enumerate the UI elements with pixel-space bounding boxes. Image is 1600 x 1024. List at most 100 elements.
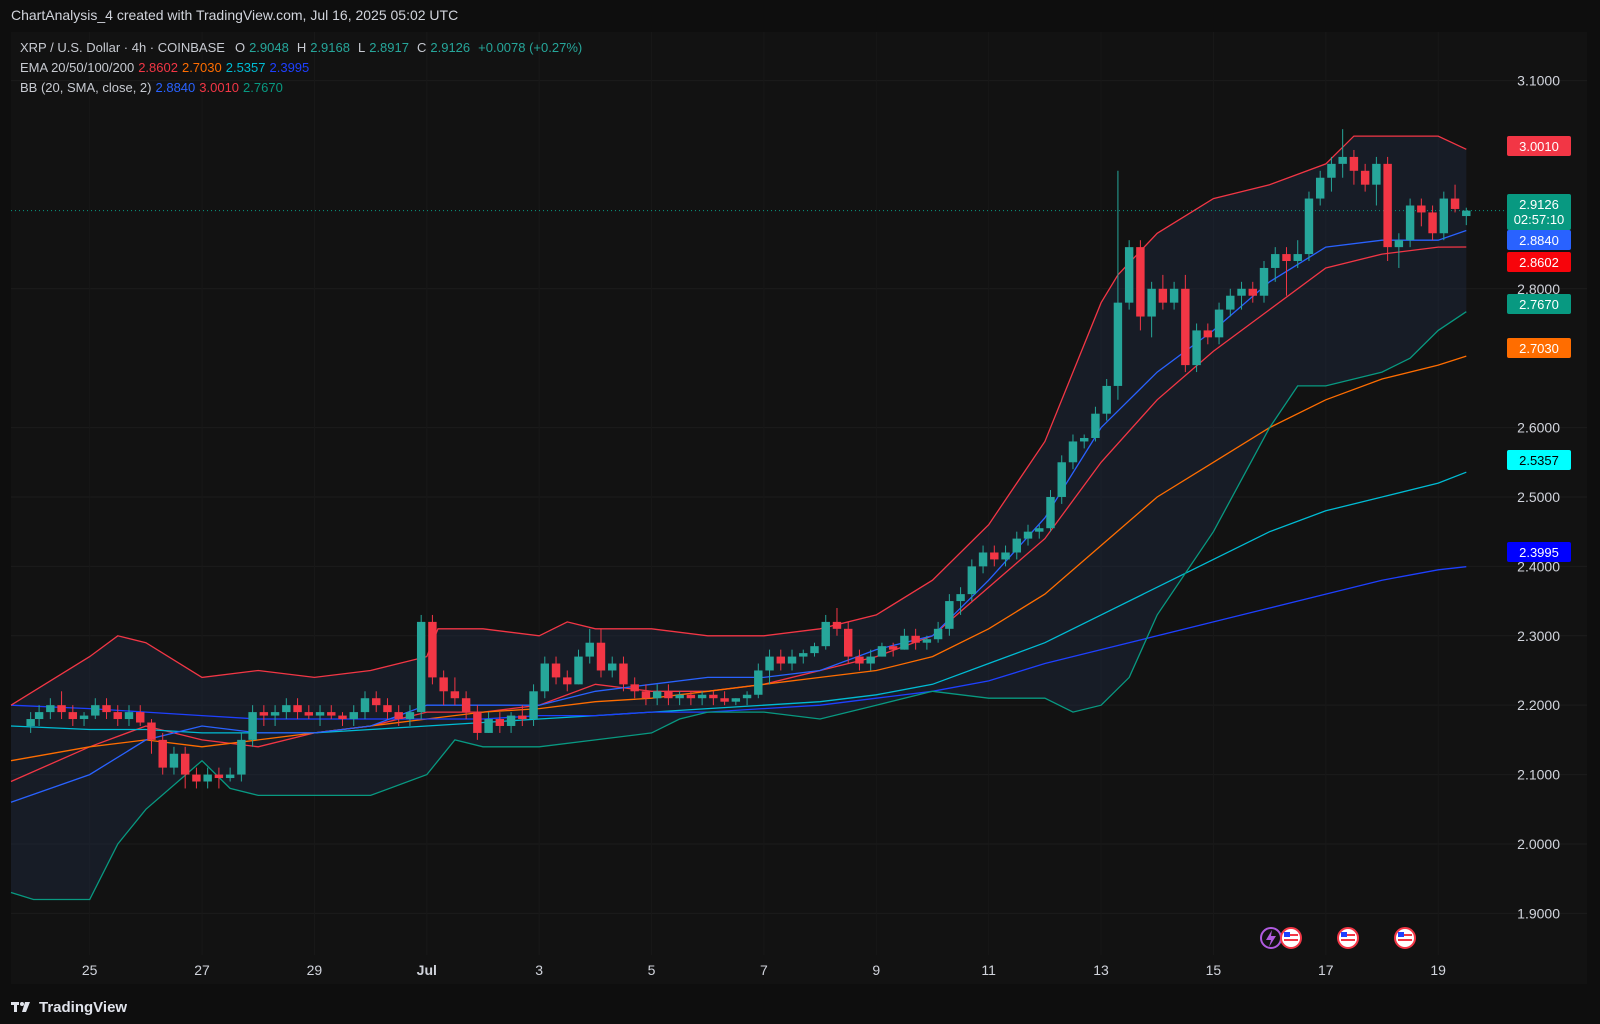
candle[interactable] <box>832 608 842 636</box>
candle[interactable] <box>754 663 763 699</box>
candle[interactable] <box>1169 281 1179 310</box>
candle[interactable] <box>506 712 516 733</box>
candle[interactable] <box>990 545 999 567</box>
candle[interactable] <box>1304 191 1314 262</box>
candle[interactable] <box>1147 281 1156 338</box>
candle[interactable] <box>720 691 729 706</box>
candle[interactable] <box>203 767 212 789</box>
candle[interactable] <box>270 705 280 726</box>
candle[interactable] <box>1394 233 1404 268</box>
candle[interactable] <box>765 649 774 685</box>
candle[interactable] <box>1136 240 1145 331</box>
candle[interactable] <box>776 649 785 671</box>
candle[interactable] <box>1417 198 1426 227</box>
candle[interactable] <box>34 705 44 726</box>
series-bb-lower[interactable] <box>10 311 1467 901</box>
candle[interactable] <box>664 684 673 706</box>
candle[interactable] <box>192 767 201 789</box>
candle[interactable] <box>1001 545 1010 567</box>
candle[interactable] <box>1035 524 1044 539</box>
candle[interactable] <box>169 746 179 775</box>
candle[interactable] <box>866 649 875 671</box>
candle[interactable] <box>1372 156 1381 206</box>
candle[interactable] <box>1237 281 1246 310</box>
candle[interactable] <box>821 614 830 650</box>
candle[interactable] <box>237 732 246 782</box>
candle[interactable] <box>978 545 988 574</box>
candle[interactable] <box>1203 323 1213 345</box>
candle[interactable] <box>945 594 954 636</box>
candle[interactable] <box>1360 163 1370 192</box>
candle[interactable] <box>124 705 134 726</box>
candle[interactable] <box>304 705 314 720</box>
candle[interactable] <box>147 719 156 754</box>
candle[interactable] <box>540 656 550 699</box>
candle[interactable] <box>742 691 752 706</box>
candle[interactable] <box>731 698 741 706</box>
candle[interactable] <box>214 767 224 789</box>
candle[interactable] <box>641 684 651 706</box>
legend-symbol[interactable]: XRP / U.S. Dollar · 4h · COINBASE <box>20 40 225 55</box>
candle[interactable] <box>933 621 943 643</box>
candle[interactable] <box>855 649 864 671</box>
candle[interactable] <box>1271 247 1280 282</box>
candle[interactable] <box>574 649 583 685</box>
candle[interactable] <box>900 628 909 650</box>
legend-bb-label[interactable]: BB (20, SMA, close, 2) <box>20 80 152 95</box>
candle[interactable] <box>922 635 932 650</box>
candle[interactable] <box>697 691 707 706</box>
candle[interactable] <box>877 642 887 657</box>
candle[interactable] <box>405 705 415 726</box>
candle[interactable] <box>911 628 920 650</box>
candle[interactable] <box>1192 323 1201 373</box>
candle[interactable] <box>518 705 527 726</box>
candle[interactable] <box>1338 129 1347 178</box>
candle[interactable] <box>1012 531 1021 560</box>
candle[interactable] <box>1113 170 1123 400</box>
series-bb-basis[interactable] <box>10 229 1467 803</box>
candle[interactable] <box>619 656 628 692</box>
candle[interactable] <box>1327 156 1336 192</box>
candle[interactable] <box>338 712 347 726</box>
candle[interactable] <box>259 705 269 726</box>
candle[interactable] <box>315 705 325 726</box>
candle[interactable] <box>450 677 460 706</box>
candle[interactable] <box>68 705 78 726</box>
candle[interactable] <box>26 712 35 733</box>
candle[interactable] <box>439 670 448 706</box>
candle[interactable] <box>484 712 493 733</box>
candle[interactable] <box>1214 302 1224 345</box>
candle[interactable] <box>1057 455 1066 504</box>
series-bb-upper[interactable] <box>10 135 1467 706</box>
candle[interactable] <box>888 642 898 657</box>
candle[interactable] <box>428 614 437 685</box>
candle[interactable] <box>630 677 639 699</box>
candle[interactable] <box>1023 524 1033 546</box>
candle[interactable] <box>248 705 257 747</box>
candle[interactable] <box>686 691 696 706</box>
candle[interactable] <box>394 705 403 726</box>
candle[interactable] <box>495 712 505 733</box>
candle[interactable] <box>1439 191 1449 241</box>
candle[interactable] <box>1181 274 1190 373</box>
candle[interactable] <box>1462 207 1471 226</box>
candle[interactable] <box>158 732 167 775</box>
candle[interactable] <box>1428 205 1437 241</box>
candle[interactable] <box>461 691 471 720</box>
candle[interactable] <box>1046 490 1055 532</box>
candle[interactable] <box>563 670 572 692</box>
candle[interactable] <box>843 621 853 664</box>
candle[interactable] <box>1405 198 1415 248</box>
candle[interactable] <box>360 691 370 720</box>
candle[interactable] <box>1102 378 1111 421</box>
candle[interactable] <box>349 705 358 726</box>
candle[interactable] <box>1079 434 1089 449</box>
candle[interactable] <box>1068 434 1078 470</box>
candle[interactable] <box>709 691 718 706</box>
candle[interactable] <box>327 705 336 720</box>
candle[interactable] <box>282 698 291 720</box>
candle[interactable] <box>473 705 482 740</box>
candle[interactable] <box>1383 156 1392 262</box>
candle[interactable] <box>102 698 111 720</box>
candle[interactable] <box>1349 149 1359 185</box>
